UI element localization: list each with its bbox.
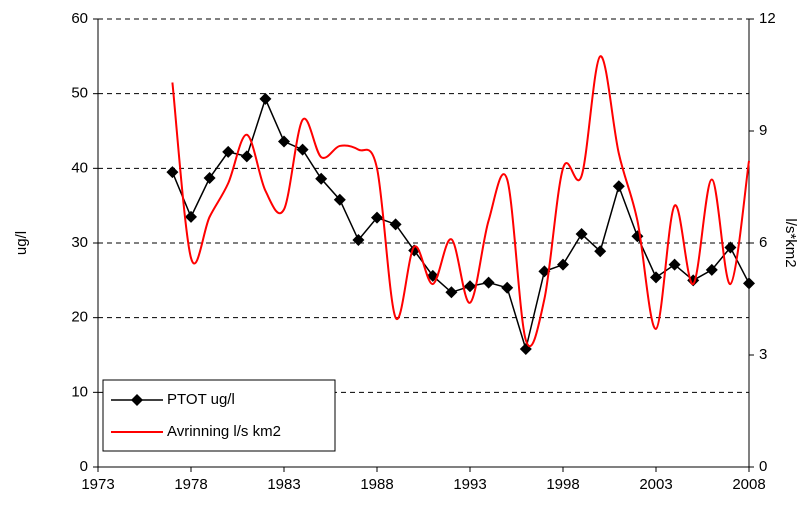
- data-point: [519, 343, 532, 356]
- legend-label: Avrinning l/s km2: [167, 423, 281, 440]
- x-tick-label: 1973: [81, 476, 114, 493]
- data-point: [371, 211, 383, 224]
- legend: PTOT ug/l Avrinning l/s km2: [102, 379, 336, 452]
- y-axis-label: ug/l: [13, 231, 30, 255]
- series-line: [171, 55, 750, 348]
- y-tick-label: 10: [71, 383, 88, 400]
- legend-box: [102, 379, 336, 452]
- x-tick-label: 1988: [360, 476, 393, 493]
- x-tick-label: 1978: [174, 476, 207, 493]
- data-point: [724, 241, 737, 254]
- x-tick-label: 1998: [546, 476, 579, 493]
- data-point: [668, 258, 681, 271]
- data-point: [315, 172, 328, 185]
- data-point: [445, 286, 458, 299]
- data-point: [222, 145, 235, 158]
- y2-tick-label: 3: [759, 346, 767, 363]
- x-tick-label: 2003: [639, 476, 672, 493]
- data-point: [203, 172, 216, 185]
- legend-marker: [131, 394, 143, 406]
- data-point: [166, 166, 179, 179]
- data-point: [594, 245, 607, 258]
- legend-label: PTOT ug/l: [167, 391, 235, 408]
- x-tick-label: 1993: [453, 476, 486, 493]
- data-point: [259, 92, 272, 105]
- y-tick-label: 20: [71, 309, 88, 326]
- y-tick-label: 30: [71, 234, 88, 251]
- data-point: [185, 210, 197, 223]
- data-point: [501, 281, 514, 294]
- y2-tick-label: 6: [759, 234, 767, 251]
- data-point: [333, 193, 346, 206]
- y-tick-label: 50: [71, 85, 88, 102]
- y2-tick-label: 9: [759, 122, 767, 139]
- data-point: [240, 150, 253, 163]
- y2-tick-label: 0: [759, 458, 767, 475]
- data-point: [575, 228, 588, 241]
- data-point: [482, 276, 495, 289]
- data-point: [705, 263, 718, 276]
- data-point: [743, 277, 755, 290]
- data-point: [296, 143, 309, 156]
- series-line: [171, 96, 750, 352]
- y-tick-label: 0: [80, 458, 88, 475]
- data-point: [612, 180, 625, 193]
- y2-tick-label: 12: [759, 10, 776, 27]
- y-tick-label: 60: [71, 10, 88, 27]
- data-point: [464, 280, 476, 293]
- data-point: [389, 218, 402, 231]
- x-tick-label: 1983: [267, 476, 300, 493]
- x-tick-label: 2008: [732, 476, 765, 493]
- data-point: [352, 234, 365, 247]
- data-point: [278, 135, 290, 148]
- data-point: [650, 271, 662, 284]
- data-point: [557, 258, 569, 271]
- y2-axis-label: l/s*km2: [782, 218, 799, 267]
- y-tick-label: 40: [71, 159, 88, 176]
